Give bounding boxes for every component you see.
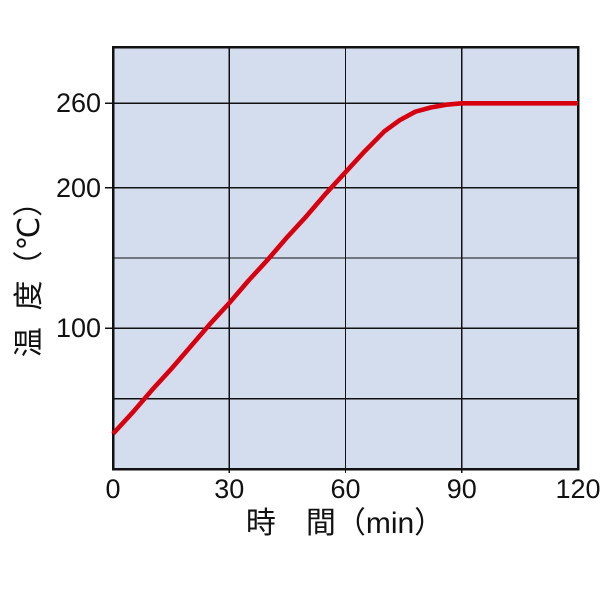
x-tick-label: 30 — [214, 474, 245, 504]
plot-border — [111, 45, 580, 471]
y-tick-label: 100 — [55, 313, 101, 344]
y-tick-label: 260 — [55, 88, 101, 119]
x-tick-label: 60 — [330, 474, 361, 504]
x-tick-label: 90 — [446, 474, 477, 504]
x-tick-label: 0 — [105, 474, 121, 504]
x-axis-title: 時 間（min） — [245, 507, 445, 540]
x-tick-label: 120 — [555, 474, 600, 504]
y-tick-label: 200 — [55, 172, 101, 203]
temperature-curve — [111, 101, 578, 436]
